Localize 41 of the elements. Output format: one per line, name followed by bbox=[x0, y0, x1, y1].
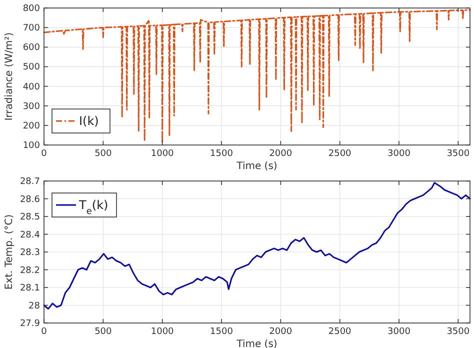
legend-label: T$_{e}$(k) bbox=[78, 198, 108, 217]
y-tick-label: 700 bbox=[22, 24, 40, 34]
x-tick-label: 3000 bbox=[388, 327, 411, 337]
y-tick-label: 28.7 bbox=[20, 177, 40, 187]
line-series bbox=[43, 182, 471, 310]
x-tick-label: 3000 bbox=[388, 149, 411, 159]
y-tick-label: 28.6 bbox=[20, 194, 40, 205]
y-tick-label: 28.3 bbox=[20, 248, 40, 258]
x-tick-label: 1500 bbox=[210, 149, 234, 159]
y-tick-label: 800 bbox=[22, 4, 40, 14]
y-tick-label: 400 bbox=[22, 82, 40, 92]
x-tick-label: 500 bbox=[94, 327, 112, 337]
x-tick-label: 2000 bbox=[269, 327, 292, 337]
x-tick-label: 3500 bbox=[446, 149, 470, 159]
y-tick-label: 600 bbox=[22, 43, 40, 54]
x-axis-title: Time (s) bbox=[236, 161, 278, 172]
y-tick-label: 28 bbox=[28, 301, 40, 312]
x-axis-title: Time (s) bbox=[236, 339, 278, 348]
y-tick-label: 500 bbox=[22, 62, 40, 73]
x-tick-label: 3500 bbox=[446, 327, 470, 337]
x-tick-label: 500 bbox=[94, 149, 112, 159]
y-tick-label: 300 bbox=[22, 102, 40, 112]
y-axis-title: Irradiance (W/m²) bbox=[4, 32, 15, 121]
x-tick-label: 0 bbox=[41, 149, 48, 159]
y-tick-label: 28.4 bbox=[20, 230, 40, 240]
y-tick-label: 200 bbox=[22, 121, 40, 132]
y-tick-label: 28.2 bbox=[20, 266, 40, 276]
y-tick-label: 28.5 bbox=[20, 212, 40, 222]
x-tick-label: 2500 bbox=[328, 327, 352, 337]
x-tick-label: 2000 bbox=[269, 149, 292, 159]
y-tick-label: 100 bbox=[22, 141, 40, 151]
line-series bbox=[43, 9, 471, 144]
x-tick-label: 2500 bbox=[328, 149, 352, 159]
x-tick-label: 0 bbox=[41, 327, 48, 337]
y-axis-title: Ext. Temp. (°C) bbox=[4, 214, 15, 290]
x-tick-label: 1000 bbox=[150, 327, 174, 337]
legend-label: I(k) bbox=[79, 114, 99, 128]
y-tick-label: 28.1 bbox=[20, 284, 40, 294]
x-tick-label: 1500 bbox=[210, 327, 234, 337]
y-tick-label: 27.9 bbox=[20, 319, 40, 329]
x-tick-label: 1000 bbox=[150, 149, 174, 159]
